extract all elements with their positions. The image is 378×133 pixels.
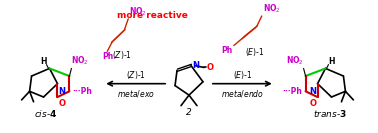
Text: $(Z)$‐1: $(Z)$‐1 (126, 69, 146, 81)
Text: NO$_2$: NO$_2$ (71, 54, 89, 66)
Text: more reactive: more reactive (117, 11, 187, 20)
Text: $\it{cis}$-$\bf{4}$: $\it{cis}$-$\bf{4}$ (34, 109, 57, 119)
Text: O: O (207, 63, 214, 72)
Text: O: O (59, 99, 65, 108)
Text: H: H (40, 57, 46, 66)
Text: NO$_2$: NO$_2$ (286, 54, 304, 66)
Text: N: N (310, 87, 316, 95)
Text: N: N (59, 87, 65, 95)
Text: NO$_2$: NO$_2$ (129, 5, 147, 18)
Text: $(E)$‐1: $(E)$‐1 (245, 45, 265, 58)
Text: N: N (192, 61, 199, 70)
Text: H: H (328, 57, 335, 66)
Text: $(E)$‐1: $(E)$‐1 (232, 69, 252, 81)
Text: ···Ph: ···Ph (73, 87, 92, 96)
Text: Ph: Ph (222, 47, 233, 55)
Text: $\it{trans}$-$\bf{3}$: $\it{trans}$-$\bf{3}$ (313, 109, 346, 119)
Text: $(Z)$‐1: $(Z)$‐1 (112, 49, 132, 61)
Text: $\it{meta/endo}$: $\it{meta/endo}$ (221, 88, 264, 99)
Text: ···Ph: ···Ph (283, 87, 302, 96)
Text: 2: 2 (186, 109, 192, 117)
Text: Ph: Ph (103, 52, 114, 61)
Text: $\it{meta/exo}$: $\it{meta/exo}$ (117, 88, 155, 99)
Text: O: O (310, 99, 316, 108)
Text: NO$_2$: NO$_2$ (263, 3, 280, 15)
